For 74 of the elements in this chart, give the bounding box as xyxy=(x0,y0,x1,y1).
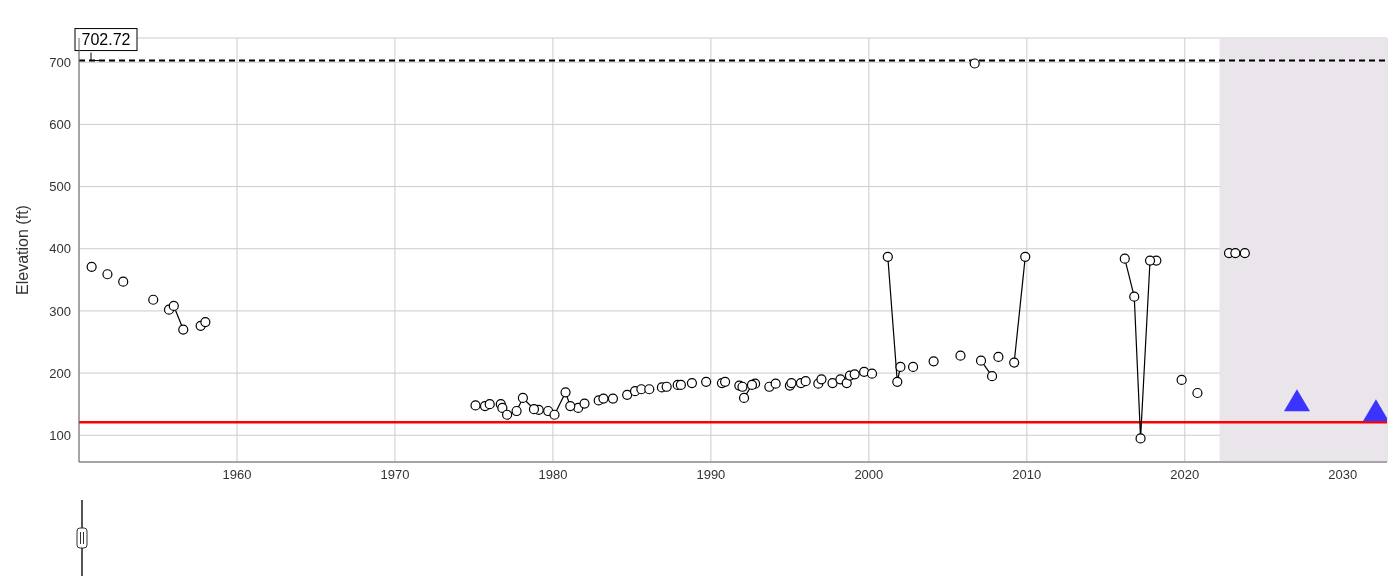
point xyxy=(1362,399,1387,422)
point xyxy=(1129,291,1140,302)
point xyxy=(1239,248,1250,259)
x-tick-label: 1960 xyxy=(222,467,252,483)
point xyxy=(866,368,878,379)
y-tick-label: 400 xyxy=(49,241,71,257)
point xyxy=(895,361,906,372)
point xyxy=(720,376,731,387)
point xyxy=(827,377,838,389)
point xyxy=(607,393,619,404)
point xyxy=(484,399,495,410)
y-tick-label: 500 xyxy=(49,179,71,195)
point xyxy=(200,317,211,328)
point xyxy=(86,261,97,272)
point xyxy=(1119,253,1130,264)
point xyxy=(993,351,1004,363)
point xyxy=(517,392,528,404)
point xyxy=(528,404,540,415)
ref-line-label: 702.72 xyxy=(81,30,131,48)
point xyxy=(1135,433,1146,444)
point xyxy=(502,409,513,420)
x-tick-label: 2010 xyxy=(1012,467,1042,483)
point xyxy=(102,269,113,280)
point xyxy=(168,300,179,312)
point xyxy=(882,251,893,262)
point xyxy=(686,377,698,389)
point xyxy=(497,402,508,414)
point xyxy=(800,376,811,387)
point xyxy=(975,355,987,366)
point xyxy=(511,405,522,417)
point xyxy=(470,400,481,411)
point xyxy=(1192,387,1203,399)
point xyxy=(1283,389,1310,412)
x-tick-label: 1980 xyxy=(538,467,568,483)
point xyxy=(770,378,781,389)
x-tick-label: 1990 xyxy=(696,467,726,483)
point xyxy=(622,389,633,400)
point xyxy=(986,371,998,382)
y-tick-label: 600 xyxy=(49,117,71,133)
point xyxy=(1009,357,1020,368)
point xyxy=(907,361,919,372)
point xyxy=(746,379,758,391)
point xyxy=(178,324,189,335)
point xyxy=(955,350,966,361)
x-tick-label: 1970 xyxy=(380,467,410,483)
point xyxy=(118,276,129,287)
point xyxy=(701,376,712,387)
y-tick-label: 100 xyxy=(49,427,71,443)
point xyxy=(644,384,655,395)
point xyxy=(1230,248,1241,259)
point xyxy=(928,356,939,367)
point xyxy=(841,377,852,389)
point xyxy=(598,393,609,404)
point xyxy=(549,409,560,420)
y-axis-title: Elevation (ft) xyxy=(14,205,31,295)
point xyxy=(1144,255,1156,266)
point xyxy=(579,398,590,409)
x-tick-label: 2000 xyxy=(854,467,884,483)
point xyxy=(892,376,903,387)
y-tick-label: 700 xyxy=(49,54,71,70)
point xyxy=(738,392,750,404)
point xyxy=(969,58,980,69)
point xyxy=(1176,374,1187,386)
point xyxy=(565,400,576,412)
x-tick-label: 2020 xyxy=(1170,467,1200,483)
point xyxy=(661,381,672,392)
point xyxy=(1020,251,1031,262)
y-tick-label: 200 xyxy=(49,365,71,381)
point xyxy=(560,387,571,398)
point xyxy=(148,294,159,305)
x-tick-label: 2030 xyxy=(1328,467,1358,483)
point xyxy=(849,369,860,380)
point xyxy=(816,374,827,385)
y-tick-label: 300 xyxy=(49,303,71,319)
